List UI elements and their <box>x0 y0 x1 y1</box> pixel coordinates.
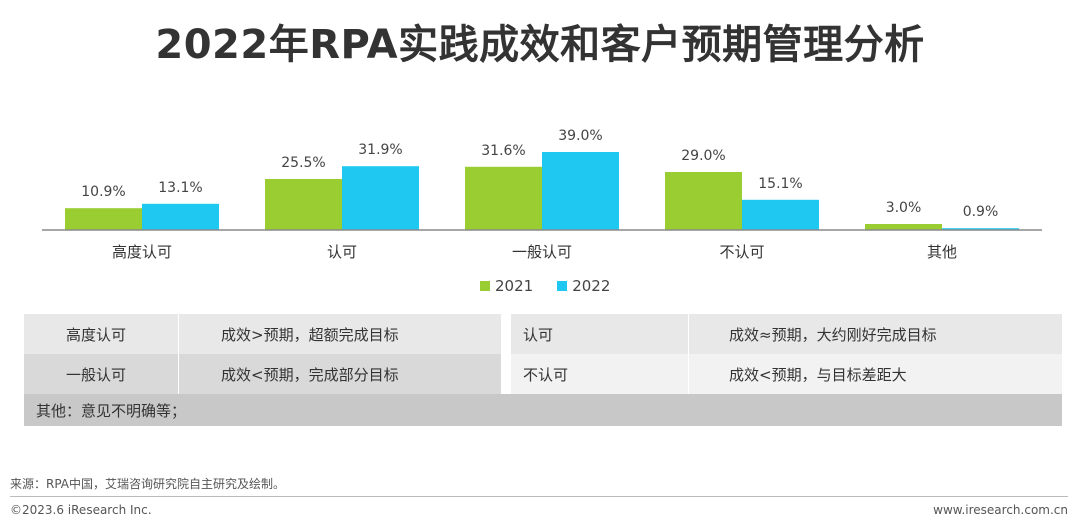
table-val-high: 成效>预期，超额完成目标 <box>178 314 501 354</box>
legend-2022: 2022 <box>557 277 610 295</box>
data-label-2022-approve: 31.9% <box>358 142 402 158</box>
copyright: ©2023.6 iResearch Inc. <box>10 503 152 517</box>
data-label-2021-other: 3.0% <box>886 200 922 216</box>
category-label-approve: 认可 <box>327 243 357 261</box>
bar-2021-approve <box>265 179 342 230</box>
legend-swatch-2022 <box>557 281 568 291</box>
bar-2021-other <box>865 224 942 230</box>
table-key-disapprove: 不认可 <box>511 354 689 394</box>
website: www.iresearch.com.cn <box>933 503 1068 517</box>
data-label-2022-other: 0.9% <box>963 204 999 220</box>
bar-chart: 10.9% 13.1% 高度认可 25.5% 31.9% 认可 31.6% 39.0% 一般认可… <box>42 128 1042 261</box>
bar-2022-disapprove <box>742 199 819 230</box>
table-val-general: 成效<预期，完成部分目标 <box>178 354 501 394</box>
table-other-note: 其他：意见不明确等； <box>24 394 1062 426</box>
data-label-2021-disapprove: 29.0% <box>681 148 725 164</box>
table-spacer <box>501 314 511 354</box>
category-label-other: 其他 <box>927 243 957 261</box>
bar-2021-general-approve <box>465 166 542 230</box>
data-label-2022-high-approve: 13.1% <box>158 180 202 196</box>
data-label-2022-general-approve: 39.0% <box>558 128 602 144</box>
table-key-approve: 认可 <box>511 314 689 354</box>
table-val-disapprove: 成效<预期，与目标差距大 <box>688 354 1062 394</box>
bar-2022-other <box>942 228 1019 230</box>
legend-label-2022: 2022 <box>572 277 611 295</box>
bar-2022-approve <box>342 166 419 230</box>
bar-2021-high-approve <box>65 208 142 230</box>
category-label-disapprove: 不认可 <box>719 243 764 261</box>
legend-2021: 2021 <box>480 277 533 295</box>
legend: 2021 2022 <box>480 277 634 295</box>
data-label-2022-disapprove: 15.1% <box>758 176 802 192</box>
bar-2021-disapprove <box>665 172 742 230</box>
table-key-general: 一般认可 <box>24 354 179 394</box>
data-label-2021-approve: 25.5% <box>281 155 325 171</box>
legend-swatch-2021 <box>480 281 490 291</box>
bar-2022-high-approve <box>142 203 219 230</box>
table-spacer <box>501 354 511 394</box>
source-note: 来源：RPA中国，艾瑞咨询研究院自主研究及绘制。 <box>10 477 286 491</box>
legend-label-2021: 2021 <box>495 277 534 295</box>
category-label-general-approve: 一般认可 <box>512 243 572 261</box>
data-label-2021-general-approve: 31.6% <box>481 143 525 159</box>
page-title: 2022年RPA实践成效和客户预期管理分析 <box>155 22 925 68</box>
bar-2022-general-approve <box>542 152 619 230</box>
table-key-high: 高度认可 <box>24 314 179 354</box>
table-val-approve: 成效≈预期，大约刚好完成目标 <box>688 314 1062 354</box>
footer-divider <box>10 496 1068 497</box>
category-label-high-approve: 高度认可 <box>112 243 172 261</box>
definition-table: 高度认可 成效>预期，超额完成目标 认可 成效≈预期，大约刚好完成目标 一般认可… <box>24 314 1062 426</box>
data-label-2021-high-approve: 10.9% <box>81 184 125 200</box>
